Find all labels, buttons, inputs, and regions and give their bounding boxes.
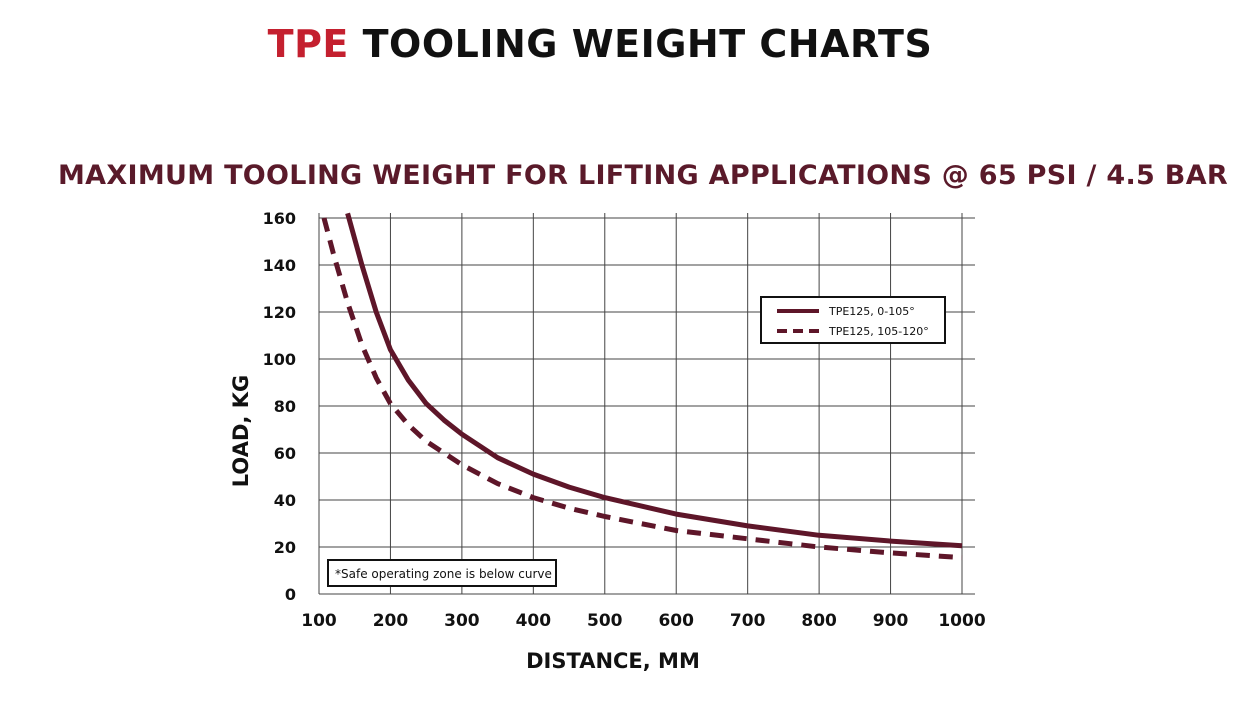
x-tick-label: 700 [730,611,766,631]
x-tick-label: 900 [873,611,909,631]
x-tick-label: 800 [801,611,837,631]
x-tick-label: 600 [658,611,694,631]
title-accent: TPE [267,22,349,66]
y-tick-label: 120 [263,303,296,322]
series-layer [321,212,963,561]
y-tick-label: 40 [274,491,296,510]
x-tick-label: 400 [516,611,552,631]
y-tick-label: 160 [263,209,296,228]
x-tick-label: 300 [444,611,480,631]
y-tick-label: 80 [274,397,296,416]
series-line-1 [345,212,963,549]
x-tick-label: 500 [587,611,623,631]
annotation-box [327,559,557,587]
y-tick-label: 60 [274,444,296,463]
x-tick-label: 1000 [938,611,985,631]
grid-layer [318,213,975,595]
y-tick-label: 20 [274,538,296,557]
y-tick-label: 100 [263,350,296,369]
legend-label-2: TPE125, 105-120° [828,325,929,338]
x-axis-label: DISTANCE, MM [526,649,700,673]
annotation-text: *Safe operating zone is below curve [335,567,552,581]
y-axis-label: LOAD, KG [229,375,253,487]
x-tick-label: 200 [373,611,409,631]
axis-labels-layer: 100 200 300 400 500 600 700 800 900 1000 0 20 40 60 80… [229,209,986,673]
legend-label-1: TPE125, 0-105° [828,305,915,318]
legend-box [760,296,946,344]
y-tick-label: 0 [285,585,296,604]
y-tick-label: 140 [263,256,296,275]
legend-layer: TPE125, 0-105° TPE125, 105-120° [760,296,946,344]
page-title: TPE TOOLING WEIGHT CHARTS [0,22,1200,66]
x-tick-label: 100 [301,611,337,631]
title-rest: TOOLING WEIGHT CHARTS [362,22,933,66]
annotation-layer: *Safe operating zone is below curve [327,559,557,587]
chart-title: MAXIMUM TOOLING WEIGHT FOR LIFTING APPLI… [58,160,1228,191]
